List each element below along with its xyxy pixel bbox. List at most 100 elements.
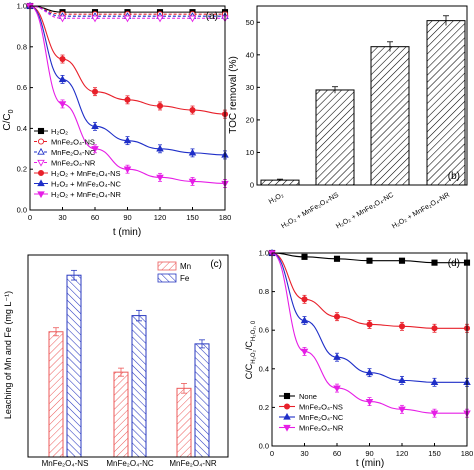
data-point-mnfe2o4-ns (366, 321, 373, 328)
panel-b-ylabel-group: TOC removal (%) (228, 56, 239, 134)
data-point-mnfe2o4-ns (301, 296, 308, 303)
legend-marker (37, 127, 45, 135)
data-point-mnfe2o4-nc (365, 368, 374, 376)
data-point-mnfe2o4-nc (430, 378, 439, 385)
data-point-mnfe2o4-ns (398, 323, 406, 330)
series-line-h2o2-mnfe2o4-nr (29, 5, 226, 185)
data-point-h2o2-mnfe2o4-nr (91, 146, 99, 153)
panel-d-ylabel-group: C/CH₂O₂/CH₂O₂, 0 (244, 320, 257, 379)
x-tick-label: 120 (396, 449, 409, 458)
x-tick-label: 90 (123, 213, 131, 222)
y-tick-label: 0.0 (17, 206, 27, 215)
x-tick-label: 150 (186, 213, 199, 222)
legend-label-mnfe2o4-nc: MnFe₂O₄-NC (51, 148, 96, 157)
category-label-h2o2-mnfe2o4-nc: H₂O₂ + MnFe₂O₄-NC (335, 192, 395, 231)
panel-c-frame (27, 254, 229, 458)
data-point-mnfe2o4-nr (365, 398, 374, 406)
y-tick-label: 0.4 (17, 124, 27, 133)
legend-marker (37, 169, 45, 177)
series-none (268, 249, 471, 266)
data-point-h2o2-mnfe2o4-ns (124, 96, 131, 103)
data-point-h2o2-mnfe2o4-ns (59, 55, 66, 63)
y-tick-label: 0.4 (259, 364, 269, 373)
legend-marker (37, 159, 45, 167)
y-tick-label: 40 (246, 50, 254, 59)
x-tick-label: 150 (428, 449, 441, 458)
series-h2o2-mnfe2o4-ns (26, 2, 229, 119)
legend-label-fe: Fe (180, 274, 190, 283)
x-tick-label: 30 (58, 213, 66, 222)
legend-label-mnfe2o4-nc: MnFe₂O₄-NC (299, 413, 344, 422)
data-point-h2o2-mnfe2o4-nc (123, 136, 132, 144)
legend-label-mnfe2o4-nr: MnFe₂O₄-NR (299, 423, 344, 432)
data-point-h2o2-mnfe2o4-nr (123, 166, 132, 174)
category-label-mnfe2o4-nr: MnFe₂O₄-NR (169, 459, 216, 468)
legend-label-mn: Mn (180, 262, 191, 271)
panel-d-axes: 0 30 60 90 120 150 180 0.0 0.2 0.4 0.6 0.8 1.0 (259, 249, 474, 459)
legend-marker (283, 412, 291, 420)
data-point-none (366, 257, 373, 264)
bar-h2o2-mnfe2o4-nr (426, 20, 466, 186)
x-tick-label: 30 (300, 449, 308, 458)
panel-a-kinetics-chart: (a) 0 30 60 90 120 150 180 0.0 0.2 0.4 0.6 0.8 1.0 t… (2, 2, 231, 239)
panel-a-ylabel: C/C0 (2, 109, 15, 130)
data-point-mnfe2o4-nr (123, 15, 132, 23)
series-mnfe2o4-nc (268, 248, 471, 387)
data-point-none (398, 257, 406, 264)
y-tick-label: 0.8 (259, 287, 269, 296)
legend-label-h2o2-mnfe2o4-ns: H₂O₂ + MnFe₂O₄-NS (51, 169, 121, 178)
legend-marker (37, 191, 45, 199)
x-tick-label: 90 (365, 449, 373, 458)
y-tick-label: 30 (246, 83, 254, 92)
panel-d-plot-area (268, 248, 471, 418)
y-tick-label: 20 (246, 115, 254, 124)
data-point-mnfe2o4-nc (398, 376, 406, 384)
legend-marker (37, 179, 45, 187)
x-tick-label: 60 (333, 449, 341, 458)
data-point-mnfe2o4-nr (156, 15, 164, 23)
data-point-mnfe2o4-nr (398, 406, 406, 414)
data-point-mnfe2o4-nr (188, 15, 197, 23)
series-mnfe2o4-ns (268, 249, 471, 333)
legend-marker (283, 424, 291, 432)
y-tick-label: 1.0 (259, 249, 269, 258)
y-tick-label: 0.6 (17, 83, 27, 92)
data-point-h2o2-mnfe2o4-ns (156, 102, 164, 110)
data-point-mnfe2o4-ns (333, 313, 341, 320)
bar-fe-mnfe2o4-nc (131, 315, 147, 458)
legend-label-h2o2: H₂O₂ (51, 127, 68, 136)
y-tick-label: 0 (250, 181, 254, 190)
y-tick-label: 0.2 (17, 165, 27, 174)
panel-a-ylabel-group: C/C0 (2, 109, 15, 130)
data-point-none (333, 255, 341, 262)
data-point-h2o2-mnfe2o4-nc (188, 148, 197, 156)
data-point-h2o2-mnfe2o4-nc (91, 122, 99, 130)
data-point-none (431, 259, 438, 266)
x-tick-label: 0 (28, 213, 32, 222)
x-tick-label: 0 (270, 449, 274, 458)
legend-label-h2o2-mnfe2o4-nc: H₂O₂ + MnFe₂O₄-NC (51, 179, 122, 188)
legend-label-mnfe2o4-ns: MnFe₂O₄-NS (299, 402, 343, 411)
category-label-h2o2-mnfe2o4-nr: H₂O₂ + MnFe₂O₄-NR (391, 192, 451, 231)
series-line-mnfe2o4-nr (271, 252, 467, 414)
panel-d-kinetics-chart: (d) 0 30 60 90 120 150 180 0.0 0.2 0.4 0.6 0.8 1.0 t… (244, 249, 473, 470)
data-point-mnfe2o4-nr (333, 385, 341, 393)
data-point-mnfe2o4-nr (91, 15, 99, 23)
legend-swatch-fe (157, 273, 177, 283)
bar-fe-mnfe2o4-ns (66, 274, 82, 458)
data-point-h2o2-mnfe2o4-nr (58, 101, 67, 109)
legend-label-h2o2-mnfe2o4-nr: H₂O₂ + MnFe₂O₄-NR (51, 190, 122, 199)
bar-mn-mnfe2o4-ns (48, 331, 64, 458)
data-point-h2o2-mnfe2o4-nr (156, 174, 164, 182)
panel-b-label: (b) (448, 171, 460, 182)
panel-a-axes: 0 30 60 90 120 150 180 0.0 0.2 0.4 0.6 0.8 1.0 (17, 2, 232, 223)
bar-h2o2-mnfe2o4-nc (370, 46, 410, 186)
category-label-h2o2-mnfe2o4-ns: H₂O₂ + MnFe₂O₄-NS (280, 192, 340, 231)
panel-c-label: (c) (210, 259, 222, 270)
legend-marker (37, 138, 45, 145)
data-point-mnfe2o4-nr (430, 410, 439, 418)
category-label-h2o2: H₂O₂ (268, 192, 286, 206)
